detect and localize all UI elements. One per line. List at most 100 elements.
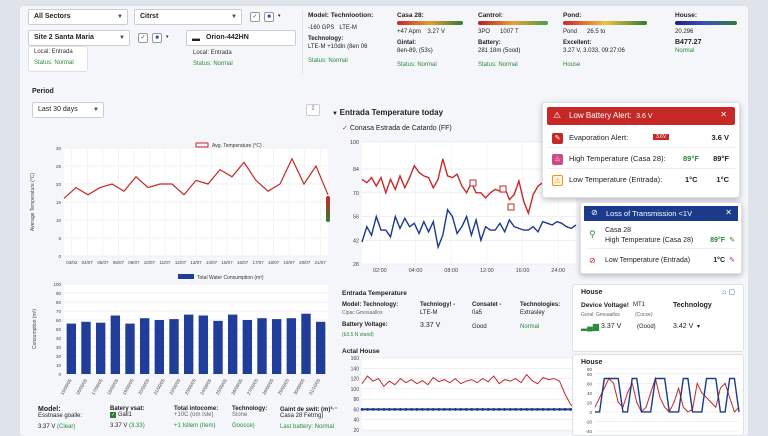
entrada-chart: 28 42 56 70 84 100 02:00 04:00 08:00 12:00 16:00 24… [350, 140, 577, 274]
stat-line: -160 GPS [308, 25, 335, 31]
x-tick-label: 01/10/05 [308, 378, 321, 396]
y-tick-label: 100 [53, 282, 61, 287]
transmission-header[interactable]: ⊘ Loss of Transmission <1V ✕ [584, 206, 738, 221]
stat-line: 3PO [478, 29, 491, 35]
data-point [547, 408, 550, 411]
stat-line: Battery: [478, 40, 501, 46]
check-icon[interactable]: ✓ [138, 33, 148, 43]
chevron-down-icon: ▼ [231, 14, 237, 20]
stat-line: Pond [563, 29, 578, 35]
x-tick-label: 18/07 [268, 260, 280, 265]
bottom-stats: Model: Esstnase goalle: 3.37 V (Clear) B… [38, 406, 338, 436]
stat-title: Pond: [563, 12, 582, 19]
bar [169, 319, 179, 374]
y-tick-label: 40 [353, 418, 359, 424]
data-point [569, 408, 572, 411]
y-axis-label: Average Temperature (°C) [30, 173, 36, 232]
square-icon[interactable]: ■ [152, 33, 162, 43]
x-tick-label: 28/09/05 [261, 378, 274, 396]
sector-select[interactable]: All Sectors ▼ [28, 9, 128, 25]
site-select-value: Site 2 Santa Maria [34, 34, 94, 41]
stat-title: House: [675, 12, 698, 19]
x-tick-label: 08:00 [444, 268, 458, 274]
data-point [558, 408, 561, 411]
status-normal: Normal [520, 324, 540, 330]
check-icon[interactable]: ✓ [250, 12, 260, 22]
series-line-blue [595, 377, 740, 413]
alert-row[interactable]: ♨ High Temperature (Casa 28): 89°F 89°F [547, 150, 735, 169]
alert-header-value: 3.6 V [636, 113, 653, 120]
chevron-down-icon[interactable]: ▾ [697, 324, 701, 330]
toolbar-icons[interactable]: ⌂ ▢ [722, 289, 735, 296]
x-tick-label: 22/09/05 [168, 378, 181, 396]
chevron-down-icon[interactable]: ▼ [332, 111, 340, 117]
y-tick-label: 90 [56, 291, 62, 296]
low-battery-alert[interactable]: ⚠ Low Battery Alert: 3.6 V ✕ [547, 107, 735, 125]
alerts-panel: ⚠ Low Battery Alert: 3.6 V ✕ ✎ Evaporati… [542, 102, 740, 198]
chevron-down-icon[interactable]: ▾ [166, 34, 169, 40]
transmission-site: Casa 28 [605, 227, 632, 234]
y-tick-label: 10 [56, 363, 62, 368]
grid-icon[interactable]: ⁞⁞ [306, 104, 320, 116]
device-select[interactable]: ▬ Orion-442HN [186, 30, 296, 46]
data-point [541, 408, 545, 411]
level-bar [478, 21, 548, 25]
stat-status: Status: Normal [308, 58, 348, 64]
warning-icon: ✎ [552, 133, 563, 144]
stat-title: Entrada Temperature [342, 290, 407, 297]
stat-line: Esstnase goalle: [38, 413, 83, 419]
search-select[interactable]: Citrst ▼ [134, 9, 242, 25]
transmission-row[interactable]: ⚲ Casa 28 High Temperature (Casa 28) 89°… [587, 225, 735, 249]
stat-casa: Casa 28: +47 Apm 3.27 V Gintal: 8en-89, … [397, 12, 467, 69]
stat-line: 26.5 to [587, 29, 606, 35]
close-icon[interactable]: ✕ [725, 208, 732, 217]
alert-row[interactable]: ⚠ Low Temperature (Entrada): 1°C 1°C [547, 171, 735, 190]
chart-scroll-handle[interactable] [326, 196, 330, 222]
stat-line: LTE-M [420, 310, 438, 316]
site-select[interactable]: Site 2 Santa Maria ▼ [28, 30, 130, 46]
entrada-chart-title: ▼ Entrada Temperature today [332, 108, 443, 117]
y-tick-label: 80 [56, 300, 62, 305]
stat-line: LTE-M [339, 25, 357, 31]
stat-line: 20.296 [675, 29, 694, 35]
signal-off-icon: ⊘ [589, 256, 596, 265]
house-value: (Good) [637, 324, 656, 330]
x-tick-label: 12/07 [175, 260, 187, 265]
x-tick-label: 24:00 [551, 268, 565, 274]
y-tick-label: -40 [585, 429, 592, 434]
y-axis-label: Consumption (m³) [32, 309, 38, 349]
bar [227, 314, 238, 374]
thermometer-icon: ♨ [552, 154, 563, 165]
device-local: Local: Entrada [193, 50, 232, 56]
y-tick-label: 70 [56, 309, 62, 314]
signal-bars-icon: ▂▄▆ [581, 322, 599, 331]
bar [81, 321, 91, 374]
pencil-icon[interactable]: ✎ [729, 237, 735, 244]
y-tick-label: 40 [587, 391, 593, 396]
data-point [475, 408, 479, 411]
pencil-icon[interactable]: ✎ [729, 257, 735, 264]
x-tick-label: 03/02 [66, 260, 78, 265]
house-col-head: Device Voltage! [581, 302, 629, 309]
transmission-row[interactable]: ⊘ Low Temperature (Entrada) 1°C ✎ [587, 253, 735, 271]
bar [315, 321, 326, 374]
alert-row[interactable]: ✎ Evaporation Alert: 3.6V 3.6 V [547, 129, 735, 148]
level-bar [397, 21, 463, 25]
chevron-down-icon[interactable]: ▾ [278, 13, 281, 19]
stat-line: B477.27 [675, 39, 702, 46]
data-point [525, 408, 529, 411]
period-select[interactable]: Last 30 days ▼ [32, 102, 104, 118]
stat-title: Model: [38, 406, 61, 413]
square-icon[interactable]: ■ [264, 12, 274, 22]
close-icon[interactable]: ✕ [720, 110, 727, 119]
stat-line: Excellent: [563, 40, 592, 46]
data-point [459, 408, 463, 411]
check-icon: ✓ [342, 125, 348, 132]
warning-icon: ⚠ [553, 110, 562, 120]
legend-label: Avg. Temperature (°C) [212, 143, 262, 149]
plot-area [362, 358, 576, 430]
stat-title: Batery vsat: [110, 406, 145, 412]
actual-house-title: Actal House [342, 348, 380, 355]
house-value: 3.42 V [673, 323, 694, 330]
y-tick-label: 20 [56, 354, 62, 359]
